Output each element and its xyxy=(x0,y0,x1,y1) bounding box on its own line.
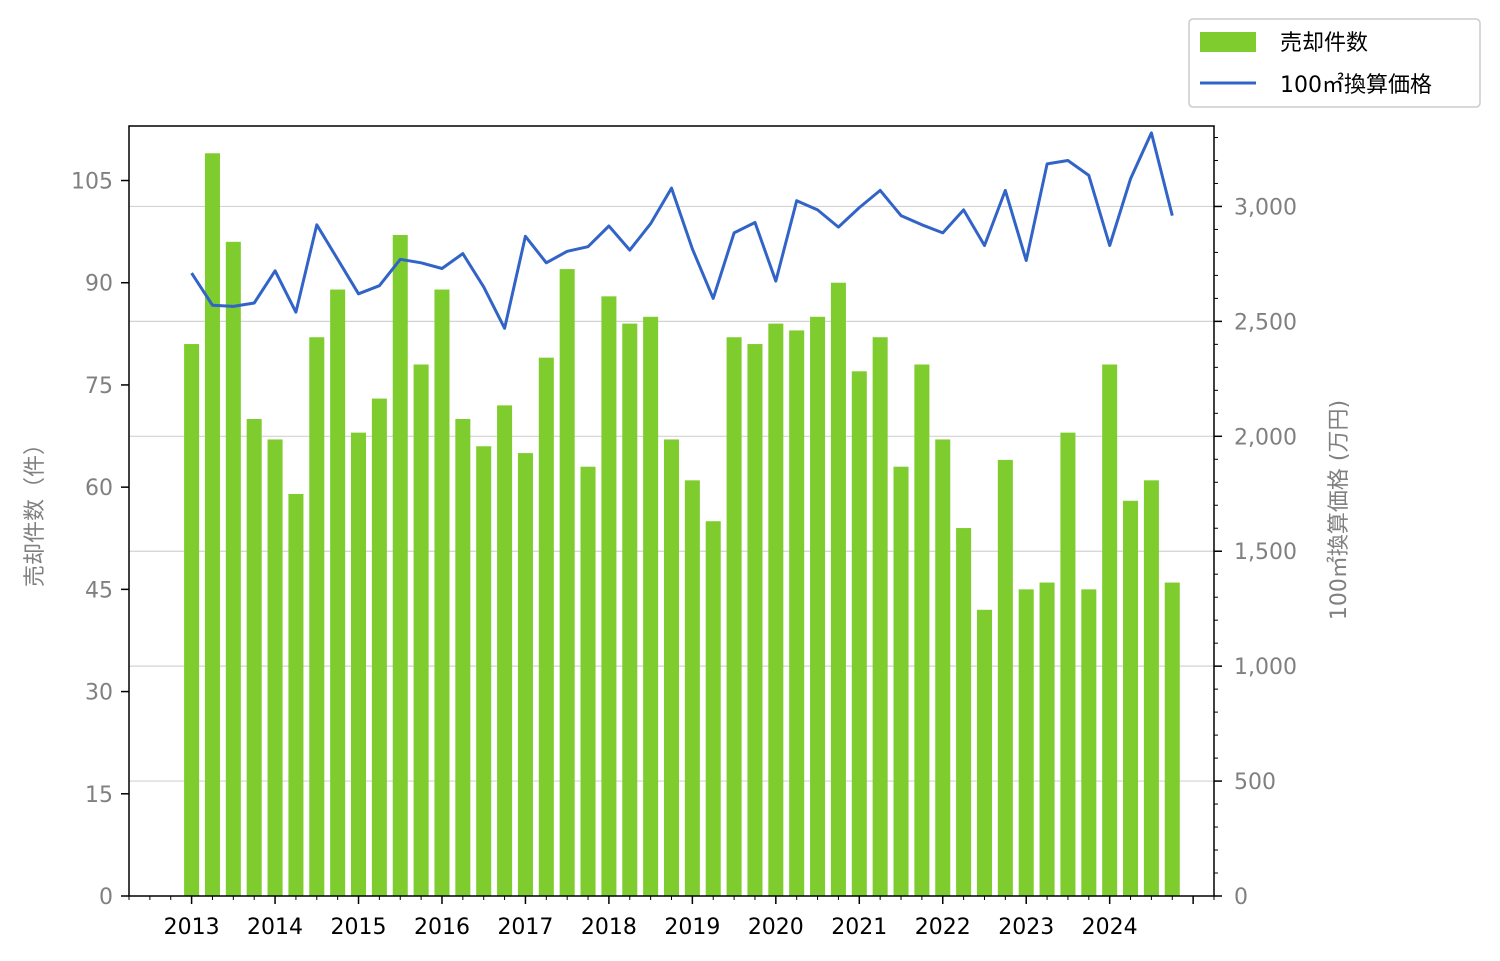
bar xyxy=(309,337,325,896)
bar xyxy=(517,453,533,896)
legend-frame xyxy=(1188,18,1481,108)
bar xyxy=(768,323,784,897)
right-tick-label: 2,500 xyxy=(1234,310,1297,335)
left-tick-label: 15 xyxy=(85,783,113,808)
bar xyxy=(184,344,200,896)
x-tick-label: 2020 xyxy=(748,915,804,940)
bar xyxy=(351,432,367,896)
bar xyxy=(935,439,951,896)
bar xyxy=(893,466,909,896)
bar xyxy=(872,337,888,896)
bar xyxy=(976,609,992,896)
left-tick-label: 30 xyxy=(85,681,113,706)
left-axis-title: 売却件数（件） xyxy=(23,433,48,587)
right-axis: 0 500 1,000 1,500 2,000 2,500 3,000 xyxy=(1214,136,1297,910)
bar xyxy=(413,364,429,896)
bar xyxy=(914,364,930,896)
left-axis: 0 15 30 45 60 75 90 105 xyxy=(71,170,129,910)
legend-bar-label: 売却件数 xyxy=(1280,31,1368,56)
bar xyxy=(371,398,387,896)
bar xyxy=(246,419,262,896)
line-series xyxy=(190,131,1174,330)
right-tick-label: 1,000 xyxy=(1234,655,1297,680)
bar xyxy=(455,419,471,896)
bar xyxy=(663,439,680,896)
bar xyxy=(225,241,241,897)
x-tick-label: 2021 xyxy=(831,915,887,940)
x-tick-label: 2022 xyxy=(915,915,971,940)
bar xyxy=(580,466,596,896)
bar xyxy=(330,289,346,897)
bar xyxy=(1164,582,1180,896)
left-tick-label: 105 xyxy=(71,170,113,195)
left-tick-label: 0 xyxy=(99,885,113,910)
x-tick-label: 2018 xyxy=(581,915,637,940)
right-tick-label: 2,000 xyxy=(1234,425,1297,450)
bar xyxy=(392,235,408,896)
bar xyxy=(622,323,638,897)
bar xyxy=(434,289,450,897)
right-tick-label: 1,500 xyxy=(1234,540,1297,565)
x-tick-label: 2019 xyxy=(664,915,720,940)
bar xyxy=(1018,589,1034,896)
bar xyxy=(1123,500,1139,896)
bar xyxy=(684,480,700,896)
bar xyxy=(1081,589,1097,896)
bar-series xyxy=(184,153,1180,897)
right-axis-title: 100㎡換算価格 (万円) xyxy=(1326,400,1352,620)
bar xyxy=(497,405,513,896)
bar xyxy=(810,316,826,896)
right-tick-label: 0 xyxy=(1234,885,1248,910)
bar xyxy=(997,459,1013,896)
bar xyxy=(288,493,304,896)
legend: 売却件数 100㎡換算価格 xyxy=(1188,18,1481,108)
x-tick-label: 2017 xyxy=(497,915,553,940)
x-axis: 2013 2014 2015 2016 2017 2018 2019 2020 2021 2022… xyxy=(128,896,1215,940)
bar xyxy=(1102,364,1118,896)
bar xyxy=(1143,480,1159,896)
bar xyxy=(851,371,867,897)
bar xyxy=(956,528,972,896)
bar xyxy=(1060,432,1076,896)
bar xyxy=(267,439,283,896)
left-tick-label: 75 xyxy=(85,374,113,399)
bar xyxy=(1039,582,1055,896)
bar xyxy=(726,337,742,896)
left-tick-label: 60 xyxy=(85,476,113,501)
bar xyxy=(204,153,220,896)
bar xyxy=(538,357,554,897)
bar xyxy=(830,282,846,896)
legend-line-label: 100㎡換算価格 xyxy=(1280,72,1432,98)
bar xyxy=(643,316,659,896)
bar xyxy=(601,296,617,896)
legend-bar-swatch xyxy=(1200,32,1256,52)
bar xyxy=(559,269,575,896)
x-tick-label: 2014 xyxy=(247,915,303,940)
x-tick-label: 2016 xyxy=(414,915,470,940)
x-tick-label: 2023 xyxy=(998,915,1054,940)
x-tick-label: 2024 xyxy=(1082,915,1138,940)
left-tick-label: 90 xyxy=(85,272,113,297)
right-tick-label: 500 xyxy=(1234,770,1276,795)
x-tick-label: 2015 xyxy=(331,915,387,940)
price-line xyxy=(190,131,1174,330)
bar xyxy=(476,446,492,896)
right-tick-label: 3,000 xyxy=(1234,195,1297,220)
bar xyxy=(789,330,805,896)
left-tick-label: 45 xyxy=(85,578,113,603)
bar xyxy=(747,344,763,896)
bar xyxy=(705,521,721,896)
x-tick-label: 2013 xyxy=(164,915,220,940)
